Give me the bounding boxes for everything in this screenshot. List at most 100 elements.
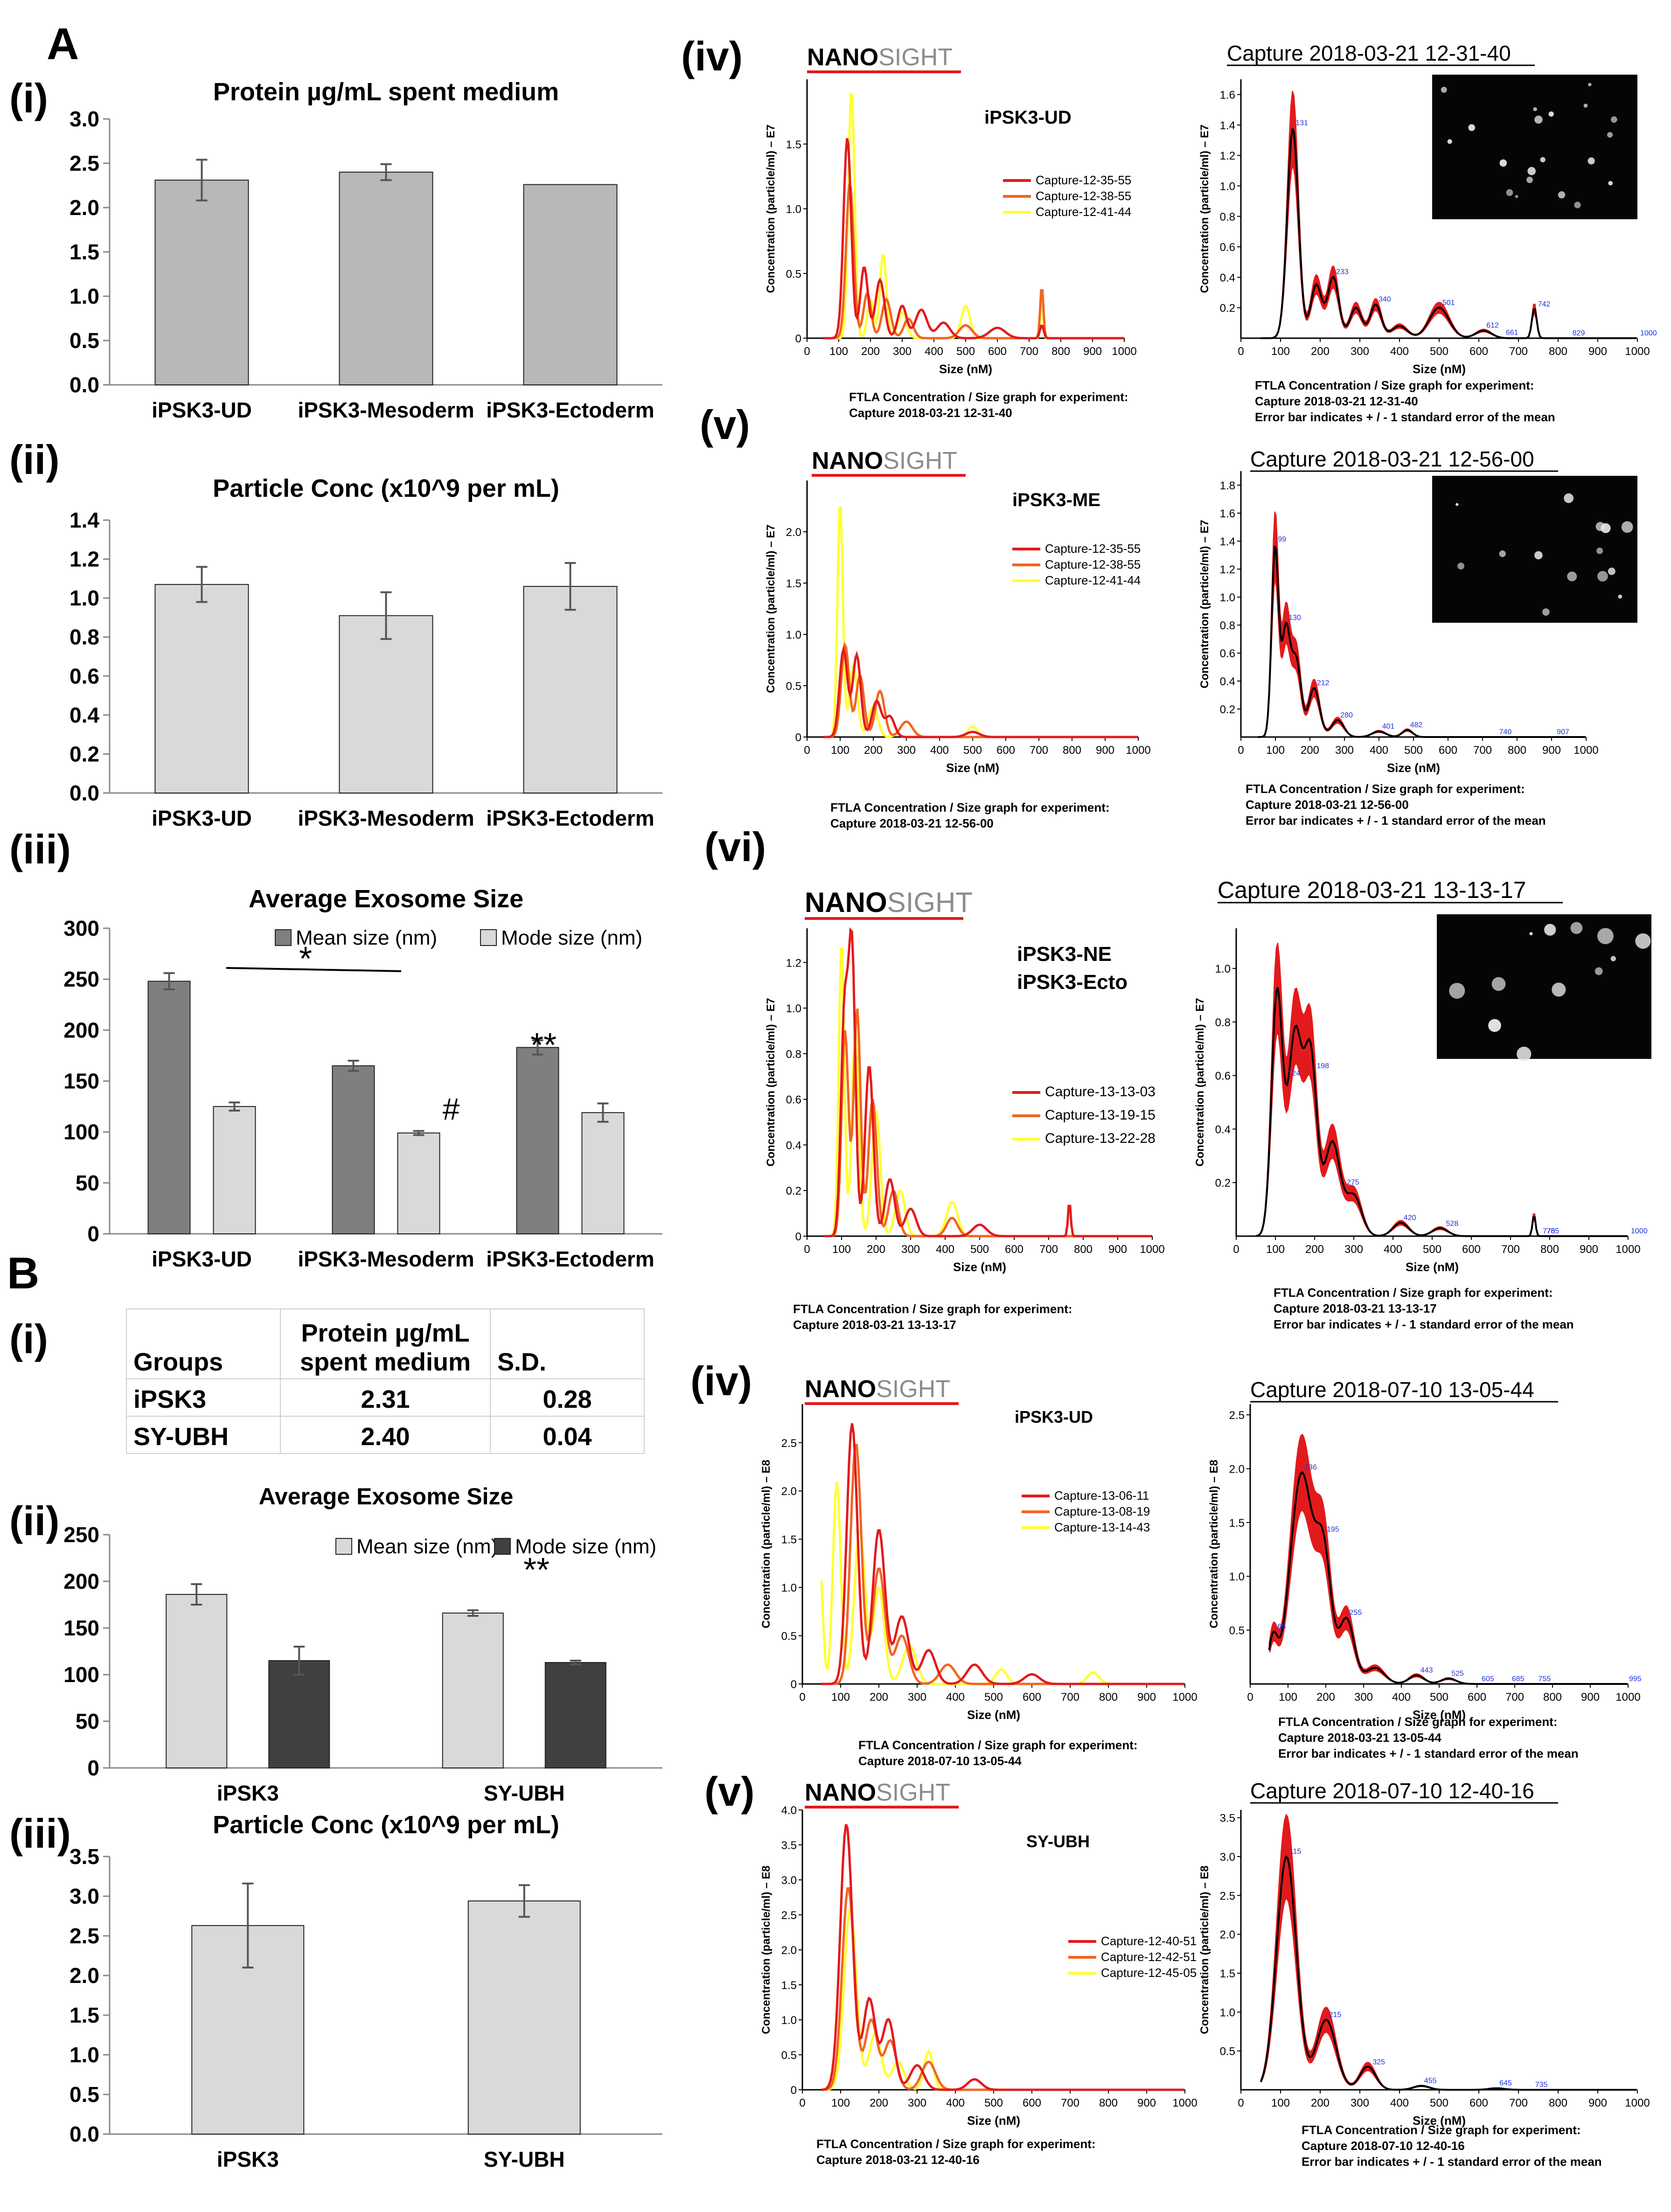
y-tick-label: 1.4 <box>1220 536 1235 548</box>
y-tick-label: 1.0 <box>1220 181 1235 193</box>
table-header-protein: Protein µg/mL spent medium <box>280 1308 491 1379</box>
chart-A-iii: Average Exosome Size 0 50 100 150 200 250 300 iP… <box>63 885 662 1271</box>
y-tick-label: 2.5 <box>781 1909 797 1922</box>
legend-label: Mean size (nm) <box>296 926 437 949</box>
legend-label: Capture-12-42-51 <box>1101 1950 1197 1964</box>
x-tick-label: iPSK3 <box>217 2147 279 2171</box>
x-tick-label: 1000 <box>1140 1243 1164 1256</box>
x-tick-label: 100 <box>831 744 849 757</box>
mean-line <box>1268 1471 1628 1685</box>
x-tick-label: 600 <box>1023 1691 1041 1704</box>
mean-line <box>1258 545 1586 738</box>
y-tick-label: 1.5 <box>70 2003 99 2027</box>
x-tick-label: 600 <box>1468 1691 1486 1704</box>
y-tick-label: 0.8 <box>1220 619 1235 632</box>
x-tick-label: iPSK3-Mesoderm <box>298 398 474 422</box>
bar <box>523 586 618 793</box>
peak-label: 742 <box>1538 300 1551 308</box>
peak-label: 661 <box>1506 329 1518 337</box>
x-tick-label: 600 <box>1469 2097 1488 2109</box>
peak-label: 65 <box>1278 1623 1286 1631</box>
peak-label: 115 <box>1289 1848 1302 1856</box>
table-header-row: Groups Protein µg/mL spent medium S.D. <box>126 1308 645 1379</box>
bar <box>467 1900 581 2135</box>
x-tick-label: 500 <box>1430 2097 1448 2109</box>
error-band <box>1260 1814 1637 2090</box>
x-tick-label: 800 <box>1099 1691 1118 1704</box>
x-tick-label: 300 <box>897 744 916 757</box>
chart-title: Average Exosome Size <box>259 1483 514 1509</box>
sample-label-2: iPSK3-Ecto <box>1017 971 1128 994</box>
peak-label: 198 <box>1316 1062 1329 1070</box>
particle-dot <box>1506 189 1513 196</box>
y-tick-label: 1.5 <box>786 577 801 590</box>
y-tick-label: 1.0 <box>70 586 99 610</box>
peak-label: 645 <box>1499 2080 1512 2087</box>
caption-line: FTLA Concentration / Size graph for expe… <box>830 800 1110 814</box>
x-tick-label: 900 <box>1083 345 1102 358</box>
series-line <box>824 927 1152 1238</box>
y-tick-label: 250 <box>63 1523 99 1547</box>
table-row: SY-UBH 2.40 0.04 <box>126 1416 645 1454</box>
micrograph-inset <box>1437 914 1651 1062</box>
legend-label: Mode size (nm) <box>501 926 642 949</box>
x-tick-label: 1000 <box>1615 1691 1640 1704</box>
x-tick-label: 100 <box>831 2097 850 2109</box>
x-tick-label: 800 <box>1074 1243 1093 1256</box>
bar <box>147 981 191 1235</box>
peak-label: 612 <box>1486 322 1499 330</box>
x-tick-label: 300 <box>1351 2097 1369 2109</box>
legend-label: Capture-12-38-55 <box>1045 557 1141 571</box>
x-tick-label: 700 <box>1030 744 1048 757</box>
protein-table: Groups Protein µg/mL spent medium S.D. iP… <box>126 1308 645 1454</box>
y-tick-label: 200 <box>63 1018 99 1042</box>
particle-dot <box>1441 87 1447 93</box>
particle-dot <box>1570 922 1583 934</box>
chart-B-v-avg: Capture 2018-07-10 12-40-16 0 100 200 300 400… <box>1198 1779 1650 2169</box>
x-tick-label: iPSK3-Ectoderm <box>486 806 654 830</box>
y-tick-label: 0.2 <box>1220 703 1235 716</box>
x-tick-label: iPSK3-Mesoderm <box>298 806 474 830</box>
panel-label-B: B <box>7 1248 40 1298</box>
caption-line: FTLA Concentration / Size graph for expe… <box>1274 1286 1553 1300</box>
peak-label: 501 <box>1442 299 1455 307</box>
x-tick-label: 700 <box>1061 2097 1079 2109</box>
peak-label: 1000 <box>1631 1227 1648 1235</box>
caption-line: Capture 2018-03-21 12-31-40 <box>1255 394 1418 408</box>
legend-label: Capture-12-45-05 <box>1101 1966 1197 1980</box>
x-tick-label: iPSK3 <box>217 1781 279 1805</box>
x-tick-label: 700 <box>1020 345 1038 358</box>
y-tick-label: 3.0 <box>781 1874 797 1887</box>
x-tick-label: iPSK3-UD <box>152 398 252 422</box>
significance-star: * <box>299 940 312 978</box>
chart-A-vi: NANOSIGHT 0 100 200 300 400 500 600 700 800 900 100… <box>765 887 1165 1332</box>
error-band <box>1260 90 1637 339</box>
particle-dot <box>1608 567 1615 575</box>
x-tick-label: 600 <box>1469 345 1488 358</box>
table-header-groups: Groups <box>126 1308 281 1379</box>
capture-title: Capture 2018-07-10 13-05-44 <box>1250 1377 1534 1402</box>
x-tick-label: 300 <box>908 2097 926 2109</box>
x-tick-label: 500 <box>1430 1691 1448 1704</box>
x-tick-label: 500 <box>1404 744 1423 757</box>
y-tick-label: 1.2 <box>70 547 99 571</box>
x-tick-label: 500 <box>970 1243 989 1256</box>
particle-dot <box>1597 570 1608 582</box>
y-tick-label: 0.4 <box>786 1139 801 1152</box>
x-tick-label: 700 <box>1061 1691 1079 1704</box>
y-tick-label: 100 <box>63 1120 99 1144</box>
particle-dot <box>1594 967 1603 975</box>
legend-label: Capture-13-19-15 <box>1045 1107 1156 1123</box>
particle-dot <box>1468 124 1476 131</box>
x-tick-label: 0 <box>1233 1243 1239 1256</box>
x-tick-label: 100 <box>1271 345 1290 358</box>
chart-title: Particle Conc (x10^9 per mL) <box>213 1811 559 1839</box>
nanosight-logo-part1: NANO <box>812 447 883 474</box>
nanosight-logo-part1: NANO <box>807 44 878 71</box>
significance-line <box>226 967 402 972</box>
particle-dot <box>1455 503 1459 506</box>
y-tick-label: 1.0 <box>70 284 99 308</box>
x-axis-label: Size (nM) <box>1406 1260 1459 1274</box>
peak-label: 275 <box>1347 1178 1359 1186</box>
legend-swatch <box>335 1538 352 1555</box>
